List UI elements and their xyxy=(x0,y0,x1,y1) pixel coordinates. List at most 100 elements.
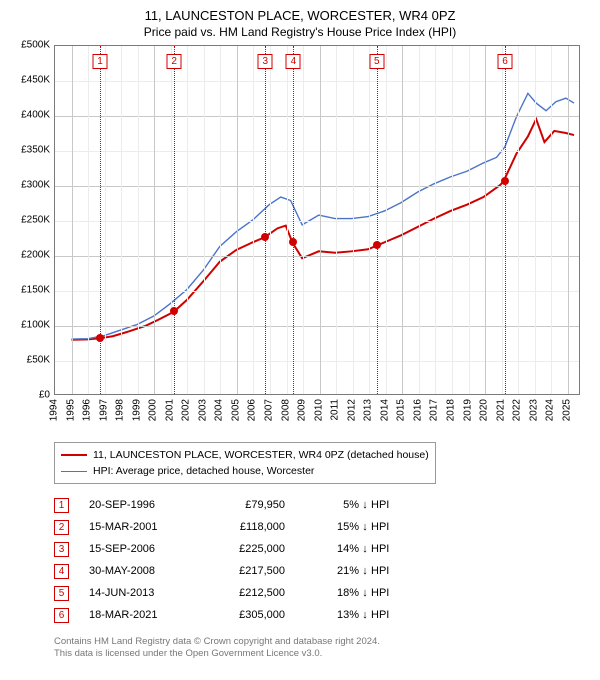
sale-marker xyxy=(501,177,509,185)
y-tick-label: £450K xyxy=(21,75,50,86)
col-hpi: HPI xyxy=(371,521,411,533)
legend-label: HPI: Average price, detached house, Worc… xyxy=(93,463,314,479)
gridline-v xyxy=(551,46,552,394)
legend-row: 11, LAUNCESTON PLACE, WORCESTER, WR4 0PZ… xyxy=(61,447,429,463)
x-tick-label: 2001 xyxy=(164,399,175,421)
gridline-v xyxy=(353,46,354,394)
table-row: 120-SEP-1996£79,9505%↓HPI xyxy=(54,494,590,516)
x-tick-label: 1994 xyxy=(49,399,60,421)
row-badge: 6 xyxy=(54,608,69,623)
y-tick-label: £500K xyxy=(21,40,50,51)
x-tick-label: 2003 xyxy=(197,399,208,421)
x-tick-label: 2012 xyxy=(346,399,357,421)
event-line xyxy=(505,46,506,394)
series-svg xyxy=(55,46,579,394)
col-price: £217,500 xyxy=(219,565,319,577)
chart: £0£50K£100K£150K£200K£250K£300K£350K£400… xyxy=(10,45,590,440)
gridline-v xyxy=(287,46,288,394)
x-tick-label: 2002 xyxy=(181,399,192,421)
gridline-v xyxy=(435,46,436,394)
series-hpi xyxy=(71,93,574,339)
gridline-v xyxy=(88,46,89,394)
col-price: £118,000 xyxy=(219,521,319,533)
gridline-v xyxy=(72,46,73,394)
y-tick-label: £400K xyxy=(21,110,50,121)
x-tick-label: 2021 xyxy=(495,399,506,421)
table-row: 514-JUN-2013£212,50018%↓HPI xyxy=(54,582,590,604)
x-axis: 1994199519961997199819992000200120022003… xyxy=(54,395,580,440)
gridline-v xyxy=(452,46,453,394)
x-tick-label: 1996 xyxy=(82,399,93,421)
x-tick-label: 2015 xyxy=(396,399,407,421)
gridline-v xyxy=(270,46,271,394)
gridline-v xyxy=(220,46,221,394)
gridline-v xyxy=(320,46,321,394)
x-tick-label: 2004 xyxy=(214,399,225,421)
col-hpi: HPI xyxy=(371,565,411,577)
gridline-h xyxy=(55,151,579,152)
legend-swatch xyxy=(61,471,87,472)
col-price: £79,950 xyxy=(219,499,319,511)
col-pct: 18% xyxy=(319,587,359,599)
x-tick-label: 2005 xyxy=(230,399,241,421)
x-tick-label: 2014 xyxy=(379,399,390,421)
sales-table: 120-SEP-1996£79,9505%↓HPI215-MAR-2001£11… xyxy=(54,494,590,626)
table-row: 618-MAR-2021£305,00013%↓HPI xyxy=(54,604,590,626)
event-badge: 2 xyxy=(167,54,182,69)
x-tick-label: 2022 xyxy=(512,399,523,421)
col-hpi: HPI xyxy=(371,587,411,599)
gridline-v xyxy=(154,46,155,394)
x-tick-label: 2013 xyxy=(363,399,374,421)
gridline-h xyxy=(55,361,579,362)
sale-marker xyxy=(170,307,178,315)
gridline-v xyxy=(402,46,403,394)
x-tick-label: 2008 xyxy=(280,399,291,421)
col-pct: 14% xyxy=(319,543,359,555)
legend-swatch xyxy=(61,454,87,456)
event-badge: 4 xyxy=(286,54,301,69)
sale-marker xyxy=(96,334,104,342)
x-tick-label: 2007 xyxy=(264,399,275,421)
down-arrow-icon: ↓ xyxy=(359,565,371,577)
y-axis: £0£50K£100K£150K£200K£250K£300K£350K£400… xyxy=(10,45,54,395)
col-date: 15-MAR-2001 xyxy=(89,521,219,533)
x-tick-label: 2006 xyxy=(247,399,258,421)
down-arrow-icon: ↓ xyxy=(359,587,371,599)
gridline-v xyxy=(386,46,387,394)
x-tick-label: 1997 xyxy=(98,399,109,421)
gridline-v xyxy=(568,46,569,394)
row-badge: 3 xyxy=(54,542,69,557)
y-tick-label: £350K xyxy=(21,145,50,156)
event-badge: 5 xyxy=(369,54,384,69)
x-tick-label: 1995 xyxy=(65,399,76,421)
y-tick-label: £50K xyxy=(27,355,50,366)
title-subtitle: Price paid vs. HM Land Registry's House … xyxy=(10,25,590,39)
gridline-h xyxy=(55,326,579,327)
x-tick-label: 2000 xyxy=(148,399,159,421)
plot-box: 123456 199419951996199719981999200020012… xyxy=(54,45,590,440)
gridline-v xyxy=(518,46,519,394)
col-date: 20-SEP-1996 xyxy=(89,499,219,511)
legend-label: 11, LAUNCESTON PLACE, WORCESTER, WR4 0PZ… xyxy=(93,447,429,463)
row-badge: 1 xyxy=(54,498,69,513)
col-price: £305,000 xyxy=(219,609,319,621)
col-pct: 5% xyxy=(319,499,359,511)
x-tick-label: 2024 xyxy=(545,399,556,421)
col-date: 14-JUN-2013 xyxy=(89,587,219,599)
gridline-v xyxy=(469,46,470,394)
col-date: 15-SEP-2006 xyxy=(89,543,219,555)
table-row: 215-MAR-2001£118,00015%↓HPI xyxy=(54,516,590,538)
row-badge: 5 xyxy=(54,586,69,601)
gridline-v xyxy=(105,46,106,394)
y-tick-label: £100K xyxy=(21,320,50,331)
event-line xyxy=(265,46,266,394)
col-hpi: HPI xyxy=(371,499,411,511)
gridline-h xyxy=(55,186,579,187)
sale-marker xyxy=(261,233,269,241)
row-badge: 2 xyxy=(54,520,69,535)
x-tick-label: 1999 xyxy=(131,399,142,421)
table-row: 315-SEP-2006£225,00014%↓HPI xyxy=(54,538,590,560)
gridline-v xyxy=(502,46,503,394)
col-pct: 15% xyxy=(319,521,359,533)
x-tick-label: 2011 xyxy=(330,399,341,421)
